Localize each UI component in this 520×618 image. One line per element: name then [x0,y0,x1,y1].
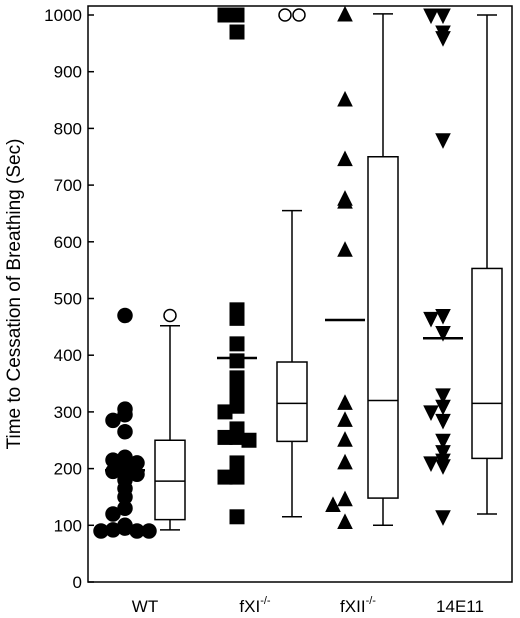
data-point [337,411,353,427]
data-point [337,5,353,22]
category-label: WT [132,597,158,616]
y-tick-label: 300 [54,403,82,422]
data-point [217,429,233,445]
y-tick-label: 800 [54,119,82,138]
point-layer [93,5,463,539]
data-point [435,31,451,47]
data-point [435,459,451,475]
data-point [435,433,451,450]
data-point [229,509,245,525]
outlier-point [163,308,177,323]
data-point [241,432,257,448]
data-point [435,326,451,342]
y-tick-label: 200 [54,460,82,479]
category-label: fXII-/- [340,595,376,616]
data-point [217,404,233,420]
data-point [117,307,133,324]
data-point [435,445,451,461]
data-point [423,405,439,422]
y-axis-title: Time to Cessation of Breathing (Sec) [4,139,25,450]
data-point [435,8,451,25]
data-point [325,496,341,512]
data-point [337,431,353,447]
category-label: fXI-/- [239,595,271,616]
data-point [217,469,233,485]
category-label-text: WT [132,597,158,616]
category-label-superscript: -/- [366,595,377,607]
y-tick-label: 600 [54,233,82,252]
data-point [229,310,245,326]
data-point [105,506,121,522]
category-label: 14E11 [436,597,484,616]
y-tick-label: 100 [54,516,82,535]
data-point [337,513,353,529]
data-point [435,133,451,149]
data-point [217,7,233,23]
plot-frame [87,5,513,583]
y-tick-label: 900 [54,63,82,82]
box [276,361,308,443]
data-point [435,388,451,405]
data-point [423,311,439,328]
data-point [423,8,439,25]
data-point [105,412,121,429]
data-point [337,241,353,257]
data-point [423,456,439,473]
data-point [337,150,353,167]
y-tick-label: 1000 [44,6,82,25]
category-label-text: fXII [340,597,366,616]
category-label-superscript: -/- [260,595,271,607]
data-point [337,453,353,470]
y-tick-label: 0 [73,573,82,592]
data-point [229,353,245,369]
outlier-point [292,8,306,22]
box [367,156,399,499]
data-point [141,523,157,539]
y-tick-label: 500 [54,290,82,309]
category-label-text: 14E11 [436,597,484,616]
data-point [337,90,353,107]
data-point [435,399,451,416]
data-point [337,490,353,507]
data-point [435,309,451,325]
data-point [93,523,109,539]
box [471,267,503,460]
y-tick-label: 400 [54,346,82,365]
data-point [337,192,353,209]
box [154,439,186,521]
data-point [229,455,245,471]
y-tick-label: 700 [54,176,82,195]
category-label-text: fXI [239,597,260,616]
data-point [435,413,451,430]
data-point [229,24,245,40]
box-layer [154,8,503,531]
data-point [435,510,451,526]
outlier-point [278,8,292,22]
data-point [117,423,133,440]
data-point [337,394,353,410]
data-point [229,336,245,352]
